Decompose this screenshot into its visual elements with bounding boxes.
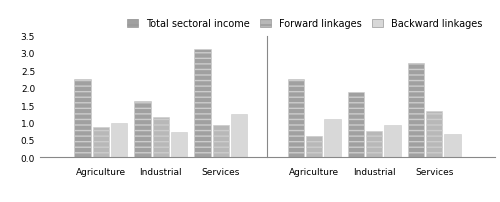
Bar <box>231 114 248 158</box>
Bar <box>74 80 90 158</box>
Bar <box>194 50 210 158</box>
Bar <box>152 118 169 158</box>
Bar <box>366 132 382 158</box>
Bar <box>134 101 150 158</box>
Bar <box>408 64 424 158</box>
Legend: Total sectoral income, Forward linkages, Backward linkages: Total sectoral income, Forward linkages,… <box>127 19 482 29</box>
Bar <box>426 112 442 158</box>
Bar <box>111 123 128 158</box>
Bar <box>288 80 304 158</box>
Bar <box>324 119 340 158</box>
Bar <box>171 132 188 158</box>
Bar <box>306 136 322 158</box>
Bar <box>212 126 229 158</box>
Bar <box>444 134 461 158</box>
Bar <box>384 125 400 158</box>
Bar <box>92 127 109 158</box>
Bar <box>348 93 364 158</box>
